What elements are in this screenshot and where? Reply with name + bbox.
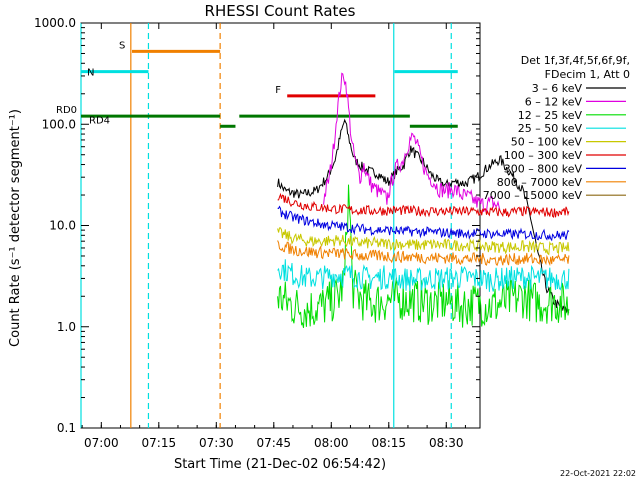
y-tick-label: 1.0 <box>57 320 76 334</box>
legend-entry-label: 50 – 100 keV <box>511 136 583 149</box>
legend-entry-label: 12 – 25 keV <box>518 109 583 122</box>
series-line <box>277 184 570 329</box>
x-tick-label: 08:00 <box>314 436 349 450</box>
x-tick-label: 07:45 <box>256 436 291 450</box>
series-line <box>277 118 570 314</box>
x-tick-label: 08:30 <box>429 436 464 450</box>
x-tick-label: 07:30 <box>199 436 234 450</box>
y-tick-label: 10.0 <box>49 219 76 233</box>
marker-label: F <box>275 85 281 96</box>
plot-area <box>80 22 481 429</box>
marker-label: S <box>119 40 125 51</box>
series-line <box>277 205 570 242</box>
legend-entry-label: 800 – 7000 keV <box>497 176 583 189</box>
series-line <box>277 240 570 267</box>
legend-entry-label: 100 – 300 keV <box>504 149 583 162</box>
y-tick-label: 0.1 <box>57 421 76 435</box>
x-tick-label: 07:00 <box>84 436 119 450</box>
legend: Det 1f,3f,4f,5f,6f,9f, FDecim 1, Att 0 3… <box>483 54 630 202</box>
x-tick-label: 08:15 <box>371 436 406 450</box>
plot-frame <box>80 22 481 429</box>
series-line <box>277 259 570 292</box>
x-tick-label: 07:15 <box>142 436 177 450</box>
marker-label: RD0 <box>56 105 77 116</box>
legend-entry-label: 7000 – 15000 keV <box>483 189 583 202</box>
footer-timestamp: 22-Oct-2021 22:02 <box>560 469 636 478</box>
legend-entry-label: 25 – 50 keV <box>518 122 583 135</box>
y-tick-label: 1000.0 <box>34 16 76 30</box>
series-line <box>277 192 570 218</box>
legend-header-line-2: FDecim 1, Att 0 <box>545 68 630 81</box>
x-axis-label: Start Time (21-Dec-02 06:54:42) <box>174 457 386 472</box>
marker-layer: S N F RD0 RD4 <box>56 23 458 428</box>
chart-title: RHESSI Count Rates <box>205 2 356 20</box>
legend-header-line-1: Det 1f,3f,4f,5f,6f,9f, <box>521 54 630 67</box>
legend-entry-label: 300 – 800 keV <box>504 162 583 175</box>
marker-label: N <box>87 68 94 79</box>
series-layer <box>277 72 570 329</box>
y-tick-label: 100.0 <box>42 117 76 131</box>
y-axis-label: Count Rate (s⁻¹ detector segment⁻¹) <box>8 109 23 347</box>
series-line <box>277 227 570 256</box>
legend-entry-label: 3 – 6 keV <box>532 82 583 95</box>
marker-label: RD4 <box>89 115 110 126</box>
series-line <box>323 72 501 213</box>
legend-entry-label: 6 – 12 keV <box>525 95 583 108</box>
axis-ticks: 07:00 07:15 07:30 07:45 08:00 08:15 08:30 0.1 1.… <box>34 16 480 450</box>
